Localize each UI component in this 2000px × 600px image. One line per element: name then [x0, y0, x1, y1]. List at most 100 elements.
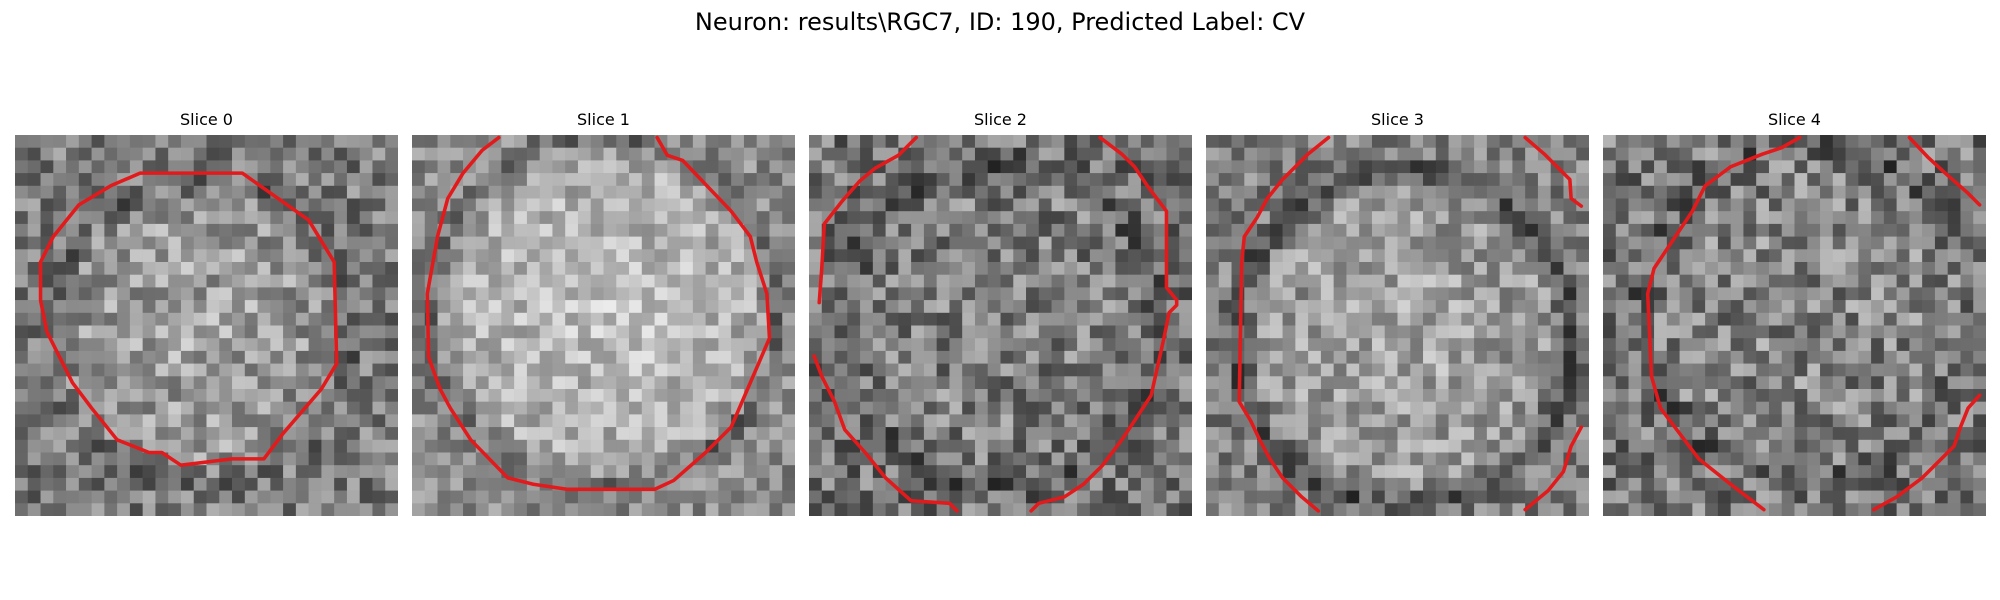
image-pixel: [1512, 160, 1526, 174]
slice-panel-3: Slice 3: [1206, 108, 1589, 516]
image-pixel: [1089, 477, 1103, 491]
image-pixel: [1807, 312, 1821, 326]
image-pixel: [437, 477, 451, 491]
image-pixel: [1102, 160, 1116, 174]
image-pixel: [565, 490, 579, 504]
image-pixel: [1359, 363, 1373, 377]
image-pixel: [1896, 185, 1910, 199]
image-pixel: [1576, 211, 1589, 225]
image-pixel: [346, 287, 360, 301]
image-pixel: [1474, 300, 1488, 314]
image-pixel: [590, 325, 604, 339]
image-pixel: [1410, 338, 1424, 352]
image-pixel: [743, 173, 757, 187]
image-pixel: [1013, 401, 1027, 415]
image-pixel: [334, 503, 348, 516]
image-pixel: [1064, 185, 1078, 199]
image-pixel: [1512, 198, 1526, 212]
image-pixel: [1231, 452, 1245, 466]
image-pixel: [1244, 287, 1258, 301]
image-pixel: [923, 363, 937, 377]
image-pixel: [104, 287, 118, 301]
slice-panel-2: Slice 2: [809, 108, 1192, 516]
image-pixel: [1384, 477, 1398, 491]
image-pixel: [590, 262, 604, 275]
image-pixel: [1628, 414, 1642, 428]
image-pixel: [1320, 274, 1334, 288]
image-pixel: [1883, 401, 1897, 415]
image-pixel: [257, 262, 271, 275]
image-pixel: [923, 439, 937, 453]
image-pixel: [1576, 262, 1589, 275]
image-pixel: [1705, 427, 1719, 441]
image-pixel: [295, 287, 309, 301]
image-pixel: [1384, 350, 1398, 364]
image-pixel: [1102, 350, 1116, 364]
image-pixel: [1064, 211, 1078, 225]
image-pixel: [1231, 350, 1245, 364]
image-pixel: [91, 439, 105, 453]
image-pixel: [1871, 185, 1885, 199]
image-pixel: [1743, 236, 1757, 250]
image-pixel: [53, 185, 67, 199]
image-pixel: [78, 173, 92, 187]
image-pixel: [270, 249, 284, 263]
image-pixel: [206, 185, 220, 199]
image-pixel: [1922, 300, 1936, 314]
image-pixel: [1525, 414, 1539, 428]
image-pixel: [334, 160, 348, 174]
image-pixel: [885, 312, 899, 326]
image-pixel: [667, 236, 681, 250]
image-pixel: [1244, 338, 1258, 352]
image-pixel: [1512, 312, 1526, 326]
image-pixel: [27, 160, 41, 174]
image-pixel: [629, 160, 643, 174]
image-pixel: [66, 338, 80, 352]
image-pixel: [923, 198, 937, 212]
image-pixel: [872, 439, 886, 453]
image-pixel: [1474, 325, 1488, 339]
image-pixel: [616, 147, 630, 161]
image-pixel: [782, 350, 795, 364]
image-pixel: [616, 439, 630, 453]
image-pixel: [1140, 325, 1154, 339]
image-pixel: [232, 223, 246, 237]
image-pixel: [1128, 135, 1142, 148]
image-pixel: [692, 160, 706, 174]
image-pixel: [834, 185, 848, 199]
image-pixel: [372, 173, 386, 187]
image-pixel: [1206, 490, 1220, 504]
image-pixel: [168, 223, 182, 237]
image-pixel: [1448, 376, 1462, 390]
image-pixel: [180, 401, 194, 415]
image-pixel: [923, 452, 937, 466]
image-pixel: [1000, 312, 1014, 326]
image-pixel: [782, 465, 795, 479]
image-pixel: [731, 503, 745, 516]
image-pixel: [155, 211, 169, 225]
image-pixel: [244, 147, 258, 161]
image-pixel: [155, 236, 169, 250]
image-pixel: [1820, 274, 1834, 288]
image-pixel: [334, 452, 348, 466]
image-pixel: [1461, 198, 1475, 212]
image-pixel: [1666, 160, 1680, 174]
image-pixel: [437, 503, 451, 516]
image-pixel: [654, 427, 668, 441]
image-pixel: [1641, 135, 1655, 148]
image-pixel: [270, 452, 284, 466]
image-pixel: [974, 262, 988, 275]
image-pixel: [1371, 262, 1385, 275]
image-pixel: [1603, 160, 1617, 174]
image-pixel: [1563, 490, 1577, 504]
image-pixel: [1423, 135, 1437, 148]
image-pixel: [1140, 465, 1154, 479]
image-pixel: [898, 300, 912, 314]
image-pixel: [936, 414, 950, 428]
image-pixel: [1550, 135, 1564, 148]
image-pixel: [270, 350, 284, 364]
image-pixel: [1257, 427, 1271, 441]
image-pixel: [629, 198, 643, 212]
image-pixel: [756, 401, 770, 415]
image-pixel: [1832, 477, 1846, 491]
